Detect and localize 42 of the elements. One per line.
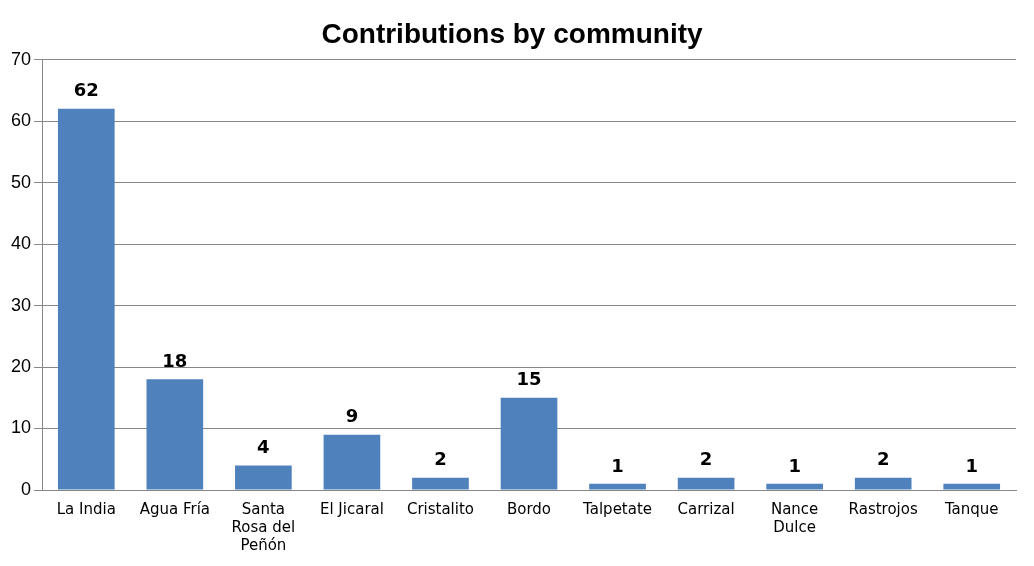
y-tick-label: 50: [10, 171, 32, 192]
data-label: 62: [73, 79, 99, 101]
y-tick-label: 60: [10, 110, 32, 131]
data-label: 1: [611, 454, 624, 476]
bar: [943, 483, 1001, 490]
data-label: 15: [516, 368, 542, 390]
bar: [854, 477, 912, 490]
y-tick-label: 30: [10, 294, 32, 315]
bar: [500, 397, 558, 490]
x-tick-label: Carrizal: [677, 499, 735, 518]
data-label: 4: [257, 436, 270, 458]
x-tick-label: Nance Dulce: [770, 499, 819, 536]
data-label: 2: [876, 448, 890, 470]
data-label: 9: [345, 405, 359, 427]
y-tick-label: 40: [10, 233, 32, 254]
chart-title: Contributions by community: [321, 17, 703, 49]
data-label: 1: [788, 454, 801, 476]
y-tick-label: 20: [10, 356, 32, 376]
x-tick-label: Agua Fría: [139, 499, 210, 518]
bar: [323, 434, 381, 490]
data-label: 18: [162, 350, 188, 371]
x-tick-label: Bordo: [506, 499, 552, 518]
x-tick-label: La India: [56, 499, 116, 518]
x-tick-label: El Jicaral: [319, 499, 384, 518]
y-tick-label: 10: [10, 417, 32, 438]
bar: [57, 108, 115, 490]
bar: [766, 483, 823, 490]
data-label: 2: [699, 448, 713, 470]
x-tick-label: Tanque: [943, 499, 999, 518]
x-tick-label: Talpetate: [582, 499, 653, 518]
y-tick-label: 0: [21, 478, 32, 499]
data-label: 2: [434, 448, 447, 470]
bar: [677, 477, 735, 490]
bar: [412, 477, 469, 490]
y-tick-label: 70: [10, 48, 32, 69]
x-tick-label: Cristalito: [406, 499, 475, 518]
bar: [235, 465, 292, 490]
x-tick-label: Santa Rosa del Peñón: [231, 499, 296, 554]
bar: [146, 379, 204, 490]
x-tick-label: Rastrojos: [848, 499, 918, 518]
bar: [589, 483, 646, 490]
data-label: 1: [965, 454, 978, 476]
